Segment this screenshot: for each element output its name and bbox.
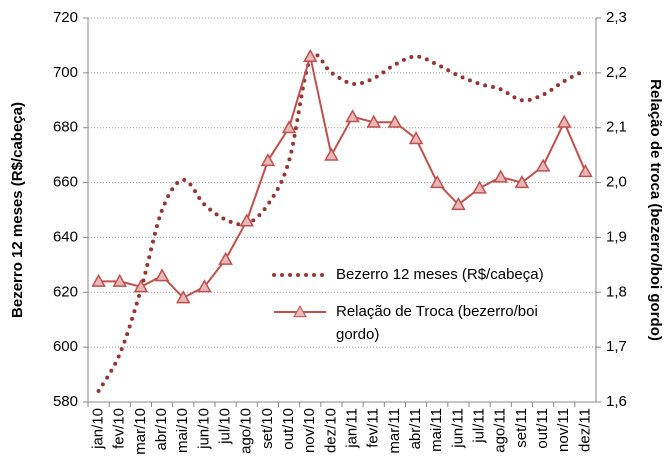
y-tick-label: 680 bbox=[53, 119, 78, 136]
x-tick-label: jan/10 bbox=[90, 408, 107, 450]
x-tick-label: ago/10 bbox=[238, 408, 255, 454]
y-axis-title: Bezerro 12 meses (R$/cabeça) bbox=[9, 102, 26, 318]
y2-tick-label: 2,0 bbox=[606, 174, 627, 191]
data-point bbox=[429, 175, 445, 189]
x-tick-label: out/10 bbox=[280, 408, 297, 450]
x-tick-label: mar/11 bbox=[386, 408, 403, 454]
x-tick-label: set/10 bbox=[259, 408, 276, 449]
legend-entry: Relação de Troca (bezerro/boi gordo) bbox=[270, 300, 570, 346]
data-point bbox=[514, 175, 530, 189]
data-point bbox=[556, 114, 572, 128]
data-point bbox=[324, 147, 339, 161]
x-tick-label: ago/11 bbox=[492, 408, 509, 453]
data-point bbox=[366, 114, 382, 128]
x-tick-label: nov/10 bbox=[301, 408, 318, 453]
x-tick-label: out/11 bbox=[534, 408, 551, 449]
x-tick-label: fev/10 bbox=[111, 408, 128, 449]
x-tick-label: jul/11 bbox=[471, 408, 488, 444]
data-point bbox=[451, 196, 466, 211]
x-tick-label: jan/11 bbox=[344, 408, 361, 449]
x-tick-label: dez/11 bbox=[576, 408, 593, 452]
data-point bbox=[535, 158, 551, 172]
legend: Bezerro 12 meses (R$/cabeça) Relação de T… bbox=[270, 263, 570, 346]
x-tick-label: mar/10 bbox=[132, 408, 149, 455]
y-tick-label: 660 bbox=[53, 174, 78, 191]
data-point bbox=[218, 251, 233, 265]
series-line bbox=[98, 56, 587, 300]
x-tick-label: fev/11 bbox=[365, 408, 382, 448]
data-point bbox=[133, 279, 149, 293]
legend-swatch bbox=[272, 273, 328, 277]
data-point bbox=[91, 273, 106, 287]
data-point bbox=[472, 180, 487, 194]
y2-tick-label: 1,6 bbox=[606, 393, 627, 410]
data-point bbox=[112, 273, 128, 287]
y2-axis-title: Relação de troca (bezerro/boi gordo) bbox=[647, 79, 664, 341]
x-tick-label: jun/11 bbox=[449, 408, 466, 449]
x-tick-label: nov/11 bbox=[555, 408, 572, 452]
y2-tick-label: 2,1 bbox=[606, 119, 627, 136]
legend-label: Relação de Troca (bezerro/boi gordo) bbox=[336, 303, 538, 343]
data-point bbox=[408, 131, 424, 145]
y2-tick-label: 2,3 bbox=[606, 9, 627, 26]
x-tick-label: jun/10 bbox=[195, 408, 212, 450]
x-tick-label: abr/10 bbox=[153, 408, 170, 451]
x-tick-label: abr/11 bbox=[407, 408, 424, 449]
y2-tick-label: 2,2 bbox=[606, 64, 627, 81]
legend-label: Bezerro 12 meses (R$/cabeça) bbox=[336, 266, 544, 283]
data-point bbox=[281, 120, 297, 134]
y2-tick-label: 1,8 bbox=[606, 283, 627, 300]
y-tick-label: 600 bbox=[53, 338, 78, 355]
series-line bbox=[96, 52, 588, 394]
data-point bbox=[387, 114, 403, 128]
y-tick-label: 700 bbox=[53, 64, 78, 81]
data-point bbox=[260, 153, 276, 167]
x-tick-label: jul/10 bbox=[217, 408, 234, 445]
legend-entry: Bezerro 12 meses (R$/cabeça) bbox=[270, 263, 570, 286]
data-point bbox=[302, 48, 318, 62]
y-tick-label: 620 bbox=[53, 283, 78, 300]
legend-swatch bbox=[274, 304, 326, 318]
y-tick-label: 580 bbox=[53, 393, 78, 410]
x-tick-label: mai/11 bbox=[428, 408, 445, 452]
data-point bbox=[197, 279, 212, 293]
x-tick-label: mai/10 bbox=[174, 408, 191, 453]
data-point bbox=[578, 164, 593, 178]
x-tick-label: dez/10 bbox=[322, 408, 339, 453]
y2-tick-label: 1,7 bbox=[606, 338, 627, 355]
x-tick-label: set/11 bbox=[513, 408, 530, 448]
data-point bbox=[493, 169, 509, 183]
data-point bbox=[239, 213, 255, 227]
data-point bbox=[154, 268, 170, 282]
y2-tick-label: 1,9 bbox=[606, 228, 627, 245]
y-tick-label: 640 bbox=[53, 228, 78, 245]
y-tick-label: 720 bbox=[53, 9, 78, 26]
data-point bbox=[175, 290, 191, 304]
data-point bbox=[345, 109, 360, 123]
